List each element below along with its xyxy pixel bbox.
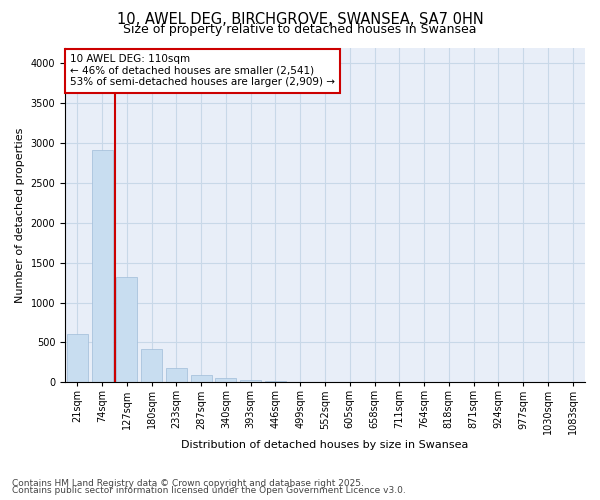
X-axis label: Distribution of detached houses by size in Swansea: Distribution of detached houses by size …: [181, 440, 469, 450]
Bar: [92, 150, 113, 382]
Bar: [67, 334, 88, 382]
Bar: [265, 380, 286, 382]
Bar: [215, 378, 236, 382]
Text: Size of property relative to detached houses in Swansea: Size of property relative to detached ho…: [123, 22, 477, 36]
Text: 10 AWEL DEG: 110sqm
← 46% of detached houses are smaller (2,541)
53% of semi-det: 10 AWEL DEG: 110sqm ← 46% of detached ho…: [70, 54, 335, 88]
Text: Contains public sector information licensed under the Open Government Licence v3: Contains public sector information licen…: [12, 486, 406, 495]
Bar: [116, 277, 137, 382]
Bar: [240, 380, 261, 382]
Y-axis label: Number of detached properties: Number of detached properties: [15, 127, 25, 302]
Text: 10, AWEL DEG, BIRCHGROVE, SWANSEA, SA7 0HN: 10, AWEL DEG, BIRCHGROVE, SWANSEA, SA7 0…: [116, 12, 484, 28]
Bar: [166, 368, 187, 382]
Bar: [191, 375, 212, 382]
Bar: [141, 349, 162, 382]
Text: Contains HM Land Registry data © Crown copyright and database right 2025.: Contains HM Land Registry data © Crown c…: [12, 478, 364, 488]
